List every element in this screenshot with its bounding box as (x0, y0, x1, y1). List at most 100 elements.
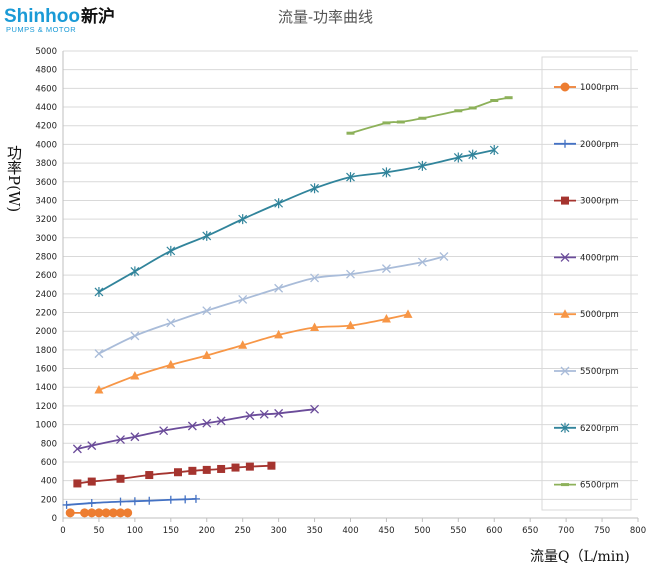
data-point (116, 435, 125, 445)
legend-item-2000rpm: 2000rpm (554, 139, 619, 150)
y-tick-label: 600 (41, 458, 57, 468)
y-tick-label: 400 (41, 477, 57, 487)
data-point (145, 496, 154, 505)
data-point (202, 306, 212, 316)
y-tick-label: 1800 (35, 346, 57, 356)
series-lines (62, 96, 513, 518)
series-line (98, 313, 409, 391)
x-tick-label: 550 (450, 526, 466, 536)
legend-marker (561, 483, 569, 487)
legend-marker (560, 366, 570, 376)
data-point (468, 106, 477, 110)
y-tick-label: 3200 (35, 215, 57, 225)
data-point (94, 385, 104, 394)
y-tick-label: 5000 (35, 47, 57, 57)
data-point (274, 283, 284, 293)
legend-item-1000rpm: 1000rpm (554, 82, 619, 93)
y-tick-label: 2800 (35, 252, 57, 262)
data-point (202, 465, 211, 474)
data-point (166, 318, 176, 328)
data-point (62, 500, 71, 509)
legend-item-5000rpm: 5000rpm (554, 309, 619, 320)
data-point (396, 120, 405, 124)
data-point (145, 471, 154, 480)
legend-marker (560, 309, 570, 318)
series-line (98, 149, 495, 293)
data-point (274, 329, 284, 339)
data-point (310, 183, 319, 194)
y-tick-label: 4200 (35, 122, 57, 132)
legend-item-4000rpm: 4000rpm (554, 252, 619, 263)
y-tick-label: 4000 (35, 140, 57, 150)
data-point (72, 444, 82, 454)
y-tick-label: 800 (41, 439, 57, 449)
data-point (418, 116, 427, 120)
x-tick-label: 200 (199, 526, 215, 536)
legend-item-6500rpm: 6500rpm (554, 481, 619, 491)
data-point (310, 404, 320, 414)
x-tick-label: 400 (342, 526, 358, 536)
data-point (94, 349, 104, 359)
grid-lines (63, 50, 638, 500)
data-point (116, 497, 125, 506)
legend-label: 1000rpm (580, 83, 619, 93)
x-tick-label: 150 (163, 526, 179, 536)
data-point (381, 314, 391, 323)
x-tick-label: 350 (306, 526, 322, 536)
series-4000rpm (72, 404, 320, 454)
x-tick-label: 300 (271, 526, 287, 536)
legend-marker (561, 139, 569, 148)
x-tick-label: 600 (486, 526, 502, 536)
legend-marker (561, 196, 569, 205)
data-point (202, 418, 212, 428)
y-tick-label: 2400 (35, 290, 57, 300)
data-point (238, 214, 248, 225)
x-tick-label: 100 (127, 526, 143, 536)
x-tick-label: 700 (558, 526, 574, 536)
legend-label: 5500rpm (580, 367, 619, 377)
data-point (116, 474, 125, 483)
y-tick-label: 1400 (35, 383, 57, 393)
data-point (188, 466, 197, 475)
data-point (238, 340, 248, 349)
x-tick-label: 750 (594, 526, 610, 536)
series-5500rpm (94, 252, 449, 359)
y-tick-label: 0 (52, 514, 57, 524)
data-point (202, 350, 212, 359)
data-point (202, 230, 212, 241)
data-point (123, 508, 133, 518)
y-tick-label: 2000 (35, 327, 57, 337)
series-line (77, 408, 315, 450)
data-point (217, 464, 226, 473)
data-point (346, 172, 355, 183)
brand-name-cn: 新沪 (80, 7, 115, 27)
series-3000rpm (73, 461, 276, 488)
data-point (231, 463, 240, 472)
data-point (439, 252, 449, 261)
data-point (274, 198, 284, 209)
data-point (245, 462, 254, 471)
data-point (274, 408, 284, 418)
data-point (130, 371, 140, 380)
data-point (65, 508, 75, 518)
data-point (453, 152, 463, 163)
data-point (468, 149, 478, 160)
data-point (87, 477, 96, 486)
x-tick-label: 0 (60, 526, 65, 536)
series-2000rpm (62, 494, 200, 509)
legend-label: 5000rpm (580, 310, 619, 320)
data-point (73, 479, 82, 488)
y-tick-label: 1200 (35, 402, 57, 412)
legend-frame (541, 56, 632, 511)
data-point (130, 497, 139, 506)
data-point (259, 409, 269, 419)
data-point (382, 121, 391, 125)
x-tick-label: 450 (378, 526, 394, 536)
legend-item-5500rpm: 5500rpm (554, 366, 619, 377)
data-point (238, 294, 248, 304)
legend-label: 6500rpm (580, 481, 619, 491)
series-line (98, 255, 445, 355)
legend-marker (560, 82, 570, 92)
data-point (310, 273, 320, 283)
y-tick-label: 2600 (35, 271, 57, 281)
